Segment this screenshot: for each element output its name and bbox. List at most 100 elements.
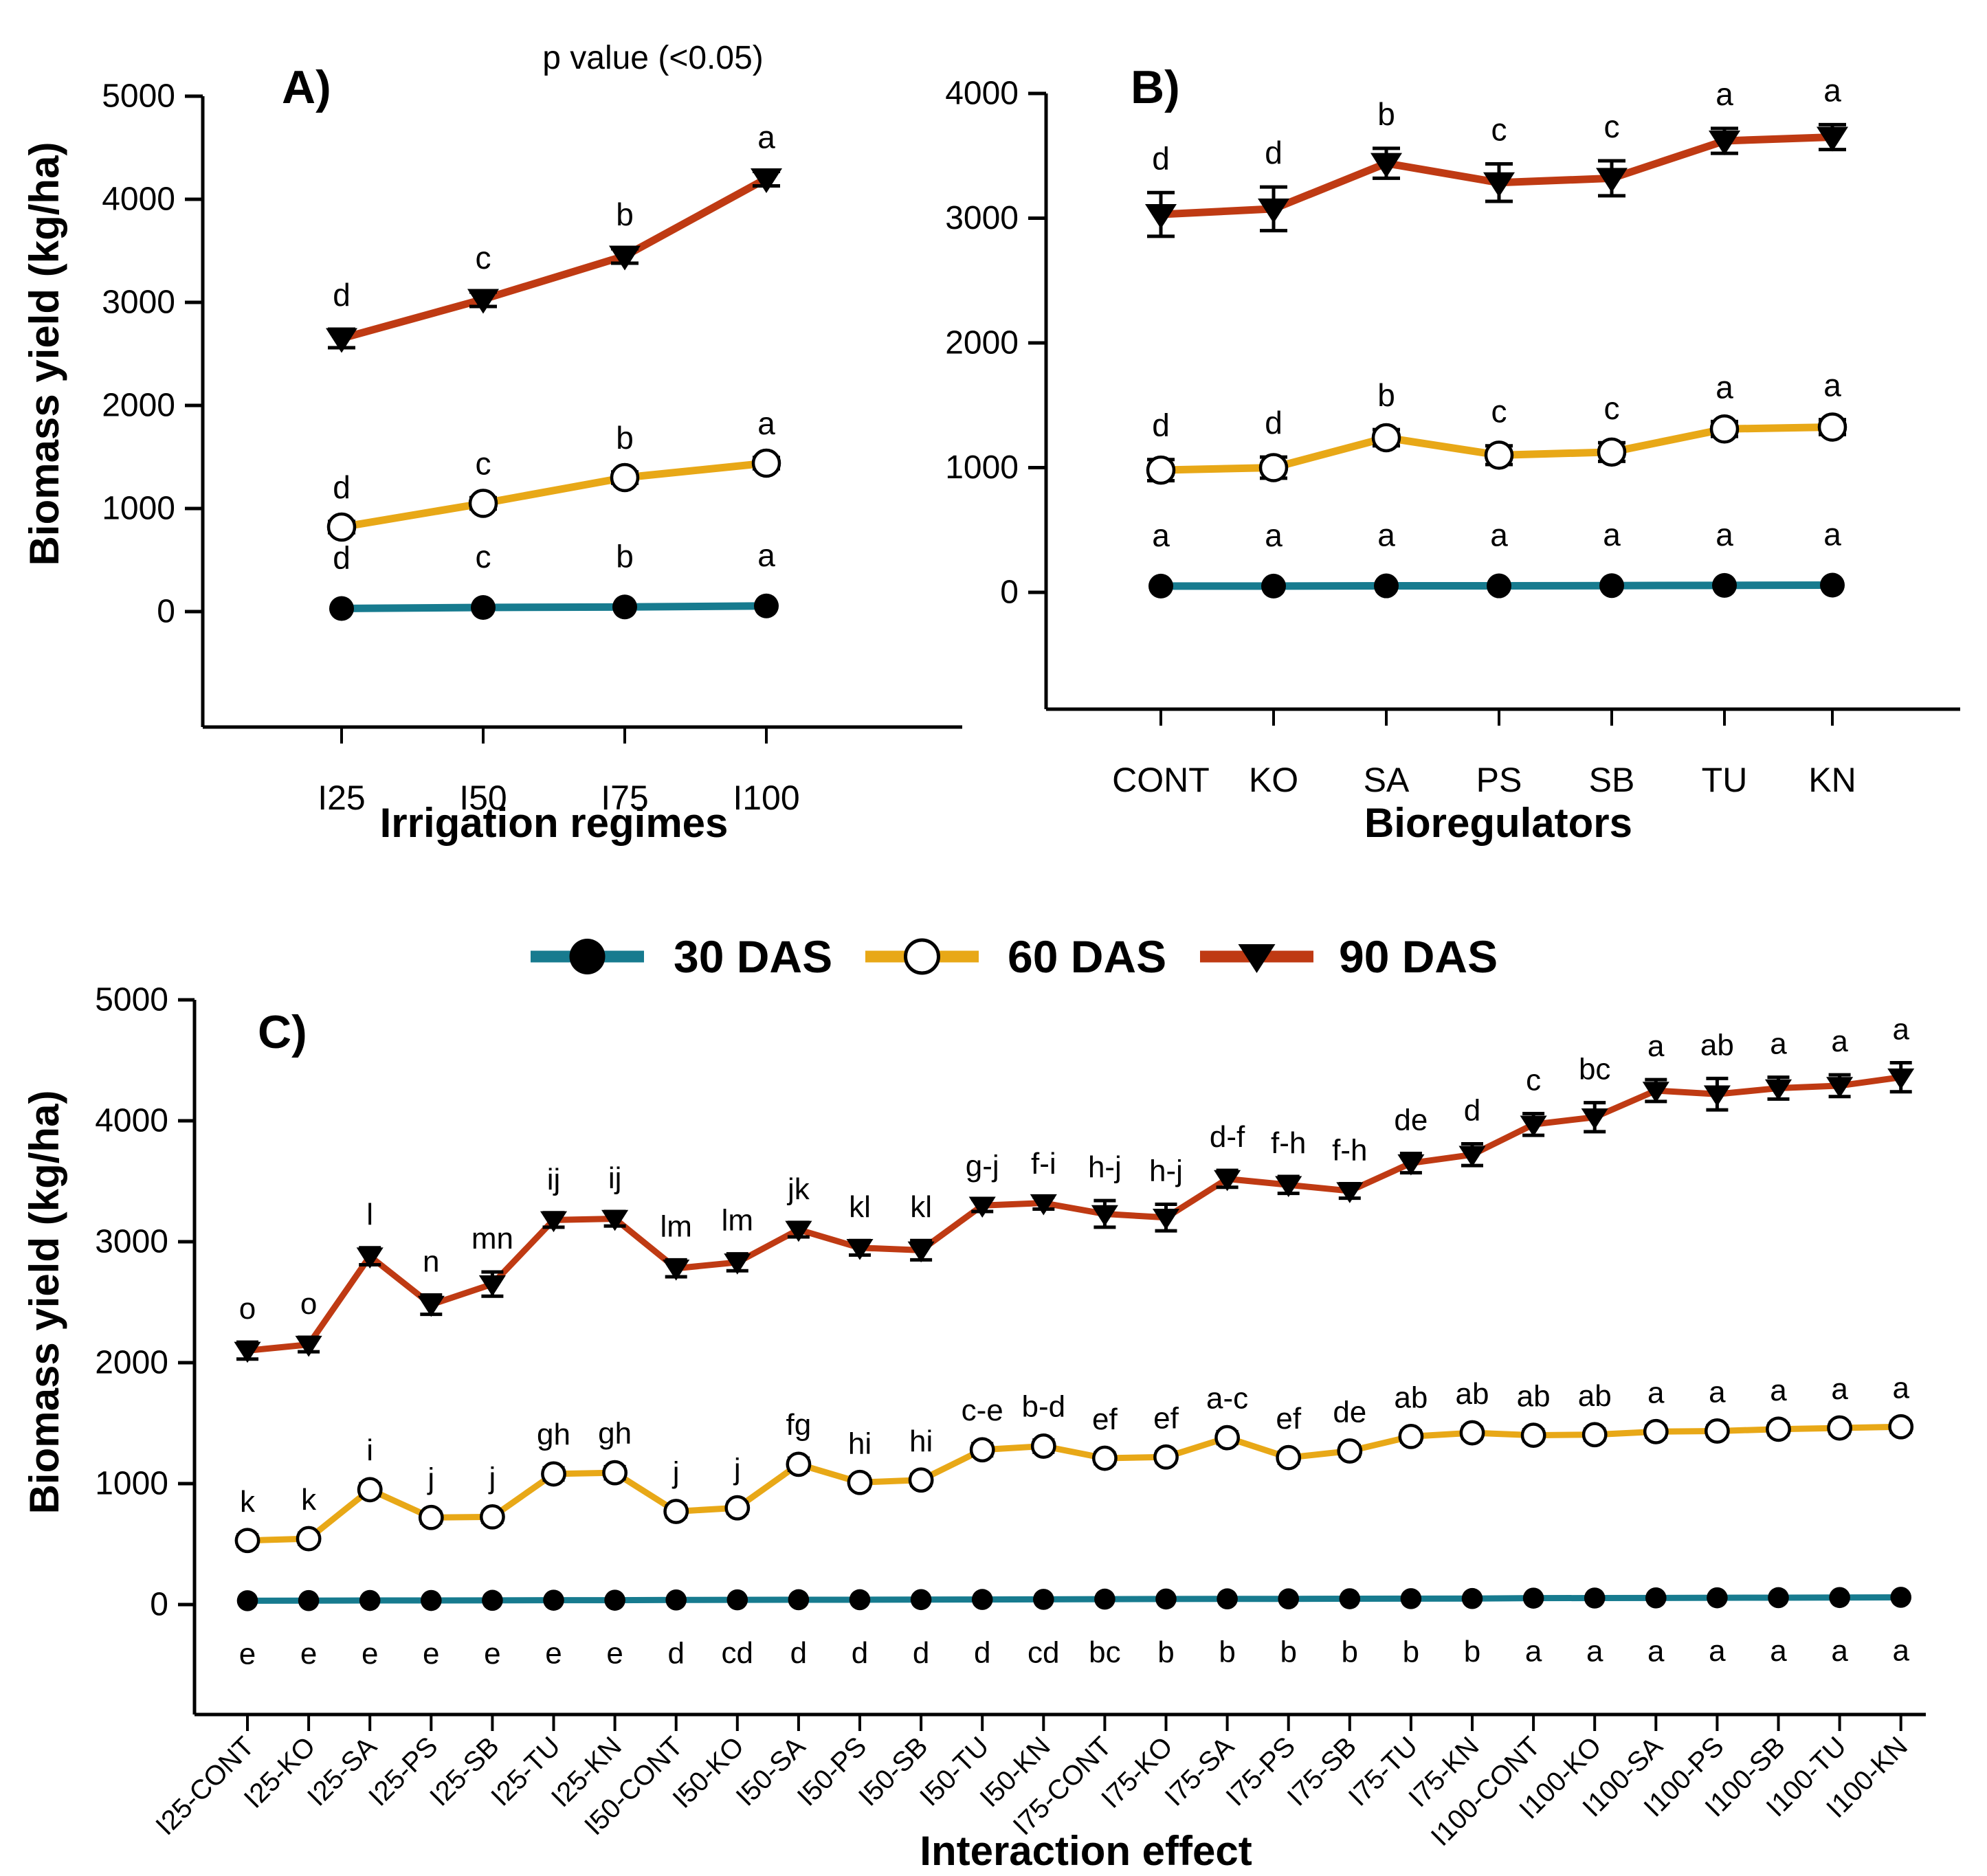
filled-circle-marker xyxy=(1400,1588,1422,1609)
significance-letter: j xyxy=(426,1462,434,1495)
filled-circle-icon xyxy=(569,939,606,974)
significance-letter: de xyxy=(1394,1104,1428,1137)
significance-letter: ef xyxy=(1092,1403,1118,1436)
filled-circle-marker xyxy=(543,1589,564,1611)
filled-circle-marker xyxy=(1094,1588,1115,1610)
significance-letter: b xyxy=(1157,1635,1174,1669)
panel-a-label: A) xyxy=(282,61,331,113)
category-label: I75-PS xyxy=(1220,1731,1301,1812)
open-circle-marker xyxy=(1214,1425,1240,1451)
filled-circle-marker xyxy=(1584,1587,1606,1609)
open-circle-marker xyxy=(1276,1444,1302,1471)
filled-circle-marker xyxy=(1707,1587,1728,1609)
open-circle-marker xyxy=(1888,1414,1914,1440)
significance-letter: k xyxy=(240,1485,256,1519)
significance-letter: d xyxy=(790,1636,807,1670)
significance-letter: c xyxy=(1491,112,1507,148)
triangle-down-marker xyxy=(663,1259,690,1281)
significance-letter: a xyxy=(1831,1025,1848,1058)
triangle-down-marker xyxy=(295,1335,322,1357)
category-label: KN xyxy=(1808,761,1856,799)
significance-letter: gh xyxy=(598,1416,632,1450)
open-circle-marker xyxy=(296,1526,322,1552)
significance-letter: b xyxy=(1377,96,1395,132)
filled-circle-marker xyxy=(482,1589,503,1611)
significance-letter: j xyxy=(488,1461,496,1495)
category-label: I75 xyxy=(601,779,649,817)
legend-label-60das: 60 DAS xyxy=(1008,931,1166,982)
panel-b-xaxis-title: Bioregulators xyxy=(1364,800,1632,846)
series-60-das: d d b c c a a xyxy=(1146,368,1847,485)
y-tick-label: 2000 xyxy=(945,325,1019,361)
significance-letter: cd xyxy=(1028,1635,1059,1669)
significance-letter: a xyxy=(757,120,775,155)
significance-letter: ij xyxy=(608,1161,622,1195)
significance-letter: a xyxy=(1892,1013,1909,1047)
filled-circle-marker xyxy=(612,594,637,620)
significance-letter: i xyxy=(366,1433,373,1467)
significance-letter: a xyxy=(1586,1634,1603,1668)
triangle-down-marker xyxy=(467,289,499,314)
significance-letter: c xyxy=(1491,394,1507,429)
significance-letter: a xyxy=(1377,517,1395,553)
significance-letter: ab xyxy=(1700,1028,1734,1062)
significance-letter: e xyxy=(239,1637,256,1671)
category-label: KO xyxy=(1249,761,1298,799)
significance-letter: d xyxy=(1464,1093,1480,1127)
series-line xyxy=(341,459,767,531)
significance-letter: de xyxy=(1333,1396,1366,1429)
triangle-down-marker xyxy=(1642,1082,1669,1103)
significance-letter: d xyxy=(667,1636,684,1670)
significance-letter: d xyxy=(1152,407,1170,443)
triangle-down-marker xyxy=(1152,1209,1180,1230)
significance-letter: a xyxy=(1892,1633,1909,1667)
significance-letter: d xyxy=(333,277,351,313)
panel-c-yaxis-title: Biomass yield (kg/ha) xyxy=(21,1091,67,1515)
significance-letter: c xyxy=(476,539,491,574)
significance-letter: a xyxy=(1647,1634,1665,1668)
significance-letter: a xyxy=(1265,517,1283,553)
significance-letter: kl xyxy=(910,1190,932,1224)
significance-letter: d xyxy=(1265,135,1283,170)
filled-circle-marker xyxy=(849,1589,871,1611)
y-tick-label: 4000 xyxy=(95,1103,168,1139)
category-label: I50-PS xyxy=(792,1731,873,1812)
significance-letter: c xyxy=(1604,109,1620,144)
significance-letter: h-j xyxy=(1149,1154,1183,1187)
significance-letter: f-h xyxy=(1271,1126,1306,1160)
category-label: I75-SB xyxy=(1282,1731,1363,1812)
significance-letter: e xyxy=(300,1637,317,1671)
open-circle-marker xyxy=(234,1528,260,1554)
open-circle-marker xyxy=(1146,455,1176,485)
filled-circle-marker xyxy=(1033,1589,1054,1610)
category-label: I50-SB xyxy=(853,1731,934,1812)
open-circle-marker xyxy=(1337,1438,1363,1464)
triangle-down-marker xyxy=(1764,1079,1792,1101)
filled-circle-marker xyxy=(1768,1587,1789,1609)
y-tick-label: 1000 xyxy=(945,449,1019,486)
significance-letter: a xyxy=(1152,517,1170,553)
triangle-down-marker xyxy=(1709,130,1740,155)
category-label: I25-PS xyxy=(363,1731,444,1812)
filled-circle-marker xyxy=(665,1589,687,1611)
filled-circle-marker xyxy=(1148,573,1173,599)
panel-c-plot: 010002000300040005000I25-CONTI25-KOI25-S… xyxy=(95,982,1926,1852)
significance-letter: hi xyxy=(909,1425,933,1458)
significance-letter: ef xyxy=(1153,1401,1179,1435)
open-circle-marker xyxy=(969,1437,995,1463)
open-circle-marker xyxy=(1709,414,1740,444)
y-tick-label: 5000 xyxy=(102,78,175,115)
panel-a-xaxis-title: Irrigation regimes xyxy=(380,800,729,846)
significance-letter: b xyxy=(616,538,634,574)
significance-letter: bc xyxy=(1579,1053,1610,1086)
panel-a-yaxis-title: Biomass yield (kg/ha) xyxy=(21,142,67,566)
y-tick-label: 2000 xyxy=(95,1345,168,1381)
filled-circle-marker xyxy=(1890,1587,1911,1608)
panel-b-label: B) xyxy=(1131,61,1180,113)
open-circle-marker xyxy=(541,1461,566,1487)
panel-c-label: C) xyxy=(258,1006,307,1058)
category-label: I50-SA xyxy=(731,1731,812,1812)
